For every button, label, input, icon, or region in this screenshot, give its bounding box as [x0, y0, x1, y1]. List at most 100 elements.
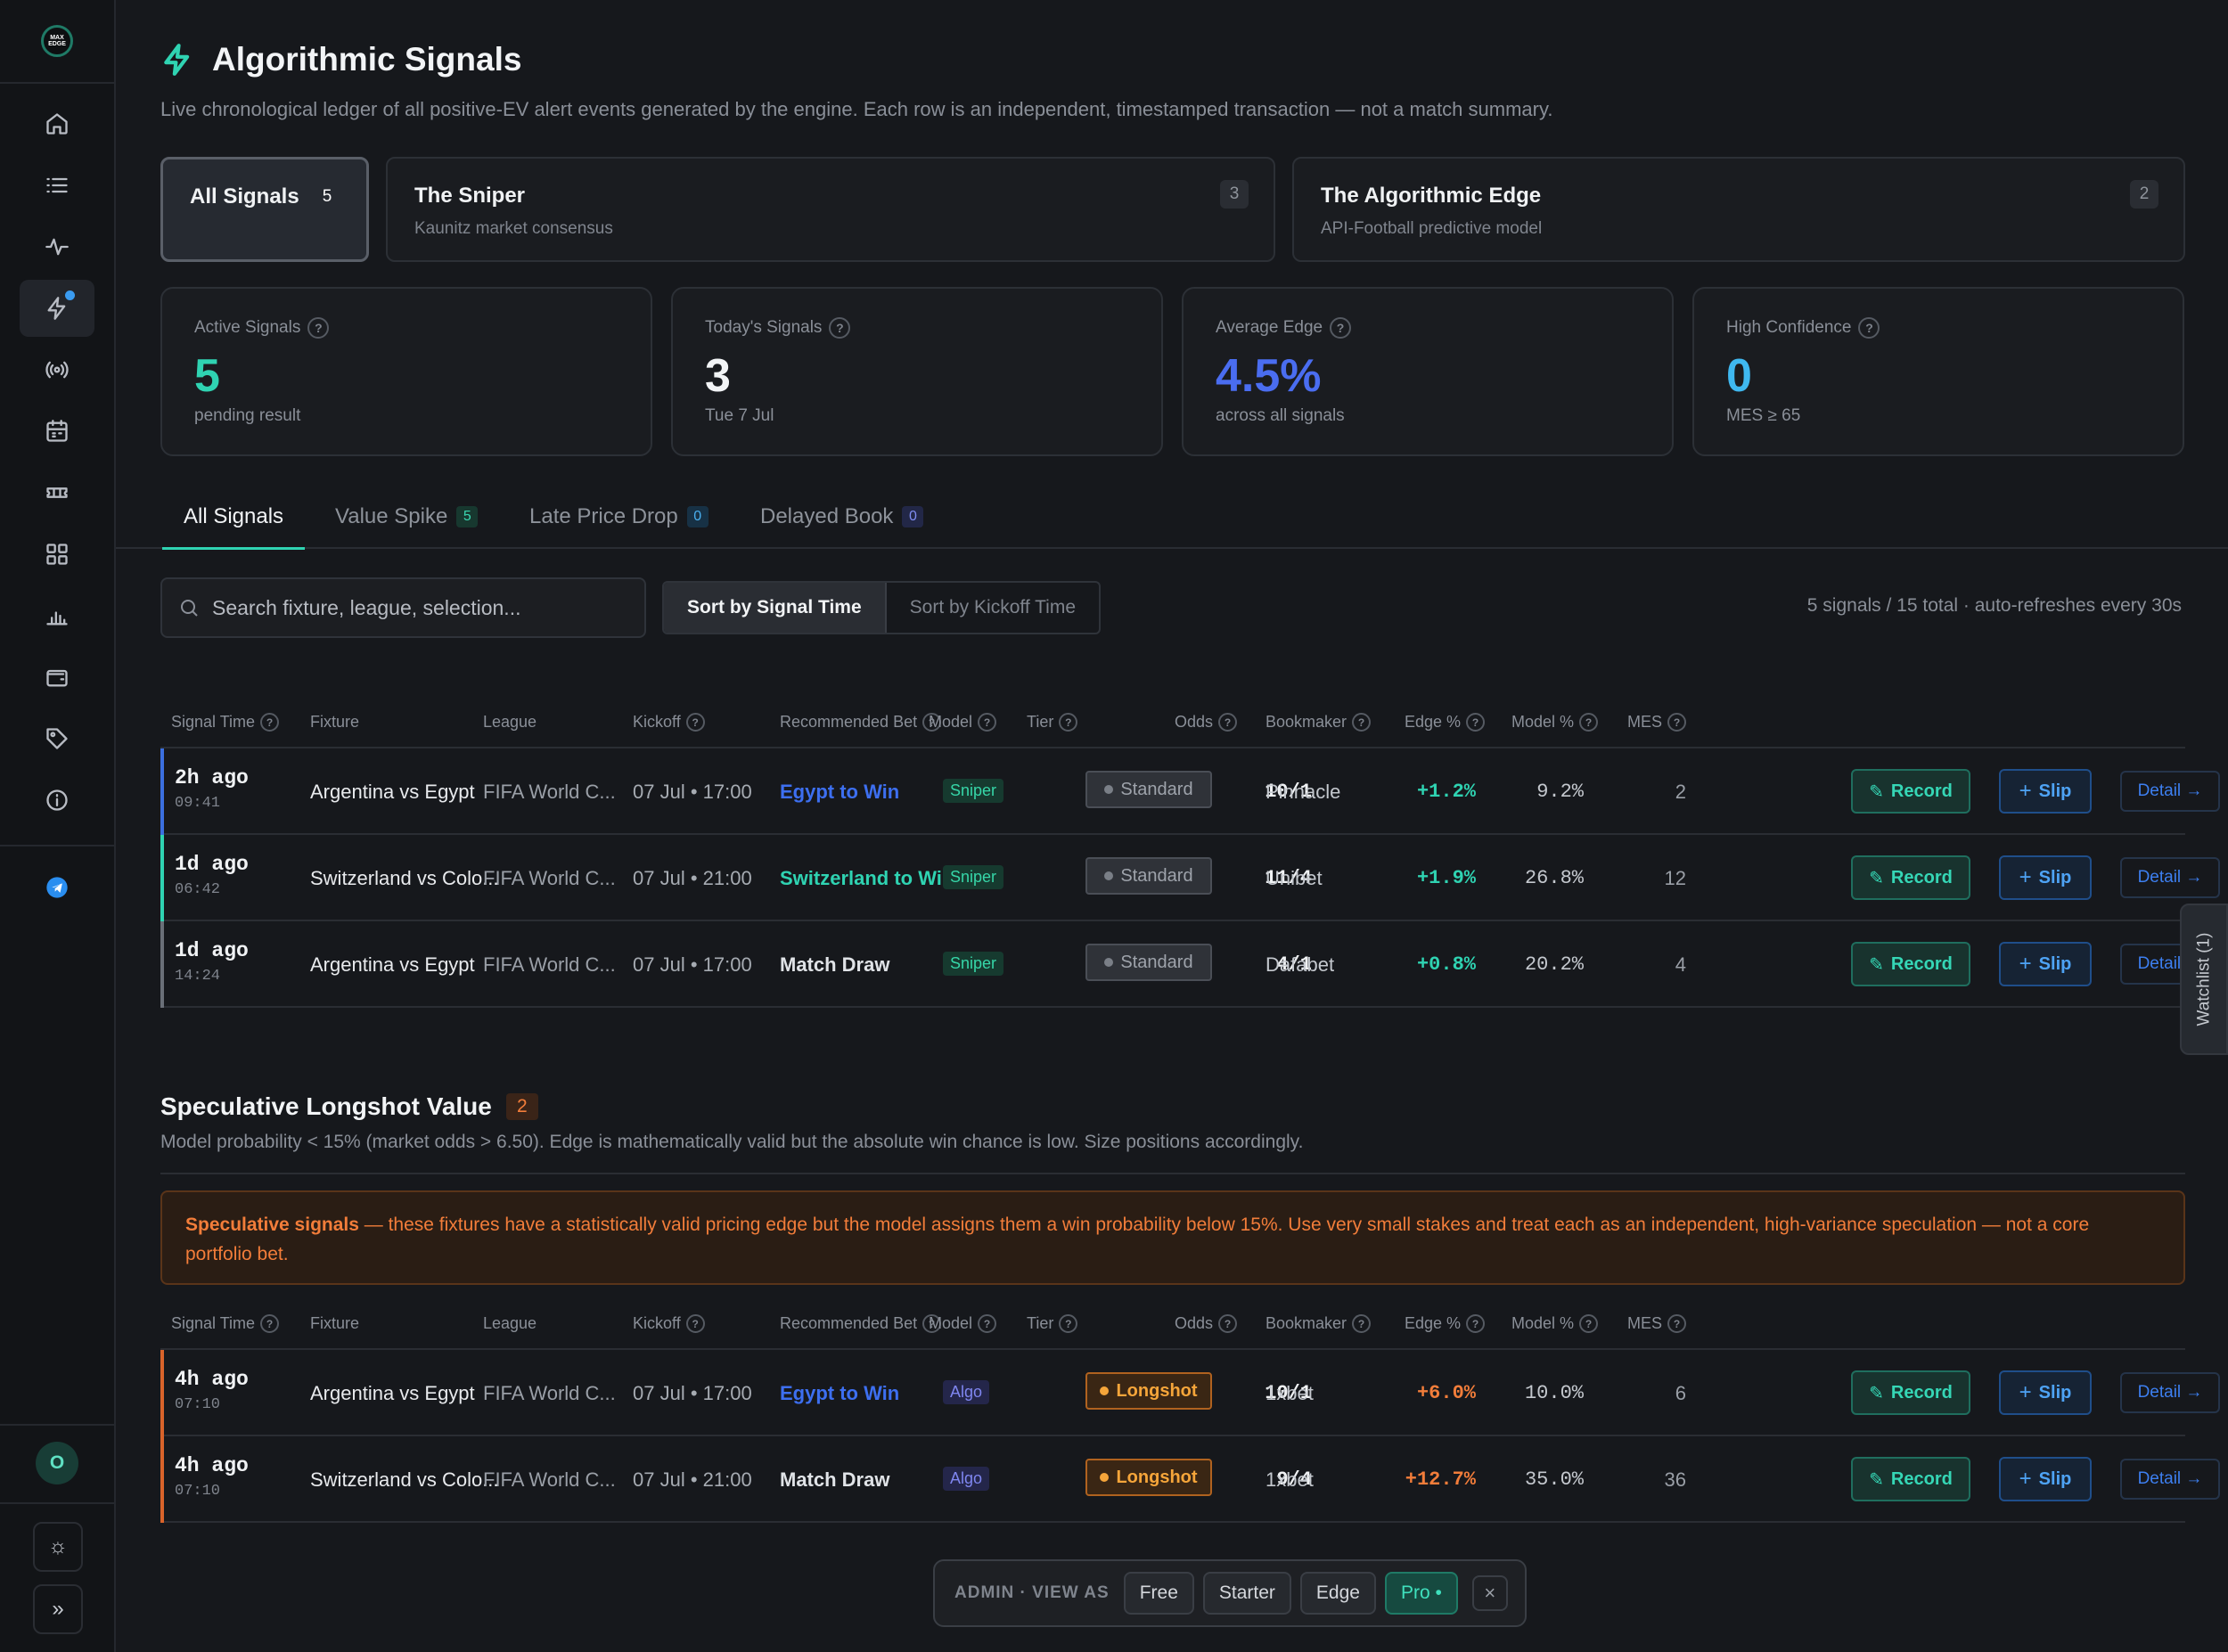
nav-tickets[interactable] — [20, 464, 94, 521]
record-button[interactable]: ✎ Record — [1851, 855, 1970, 900]
help-icon[interactable]: ? — [1352, 1314, 1372, 1333]
fixture: Switzerland vs Colo... — [310, 867, 499, 889]
record-button[interactable]: ✎ Record — [1851, 1370, 1970, 1415]
help-icon[interactable]: ? — [260, 713, 280, 732]
record-button[interactable]: ✎ Record — [1851, 769, 1970, 814]
column-label: Tier — [1027, 1314, 1054, 1332]
help-icon[interactable]: ? — [1466, 1314, 1486, 1333]
column-label: Edge % — [1405, 1314, 1462, 1332]
pencil-icon: ✎ — [1869, 868, 1884, 888]
detail-button[interactable]: Detail → — [2120, 1459, 2220, 1500]
recommended-bet[interactable]: Match Draw — [780, 953, 890, 976]
help-icon[interactable]: ? — [1667, 713, 1687, 732]
detail-button[interactable]: Detail → — [2120, 857, 2220, 898]
recommended-bet[interactable]: Match Draw — [780, 1468, 890, 1491]
tab-all-signals[interactable]: All Signals — [162, 504, 306, 550]
column-header: MES? — [1627, 713, 1687, 732]
help-icon[interactable]: ? — [307, 317, 330, 339]
record-button[interactable]: ✎ Record — [1851, 942, 1970, 986]
sort-by-signal-time-button[interactable]: Sort by Signal Time — [664, 583, 887, 633]
avatar[interactable]: O — [36, 1442, 78, 1484]
model-card-algo-edge[interactable]: The Algorithmic Edge API-Football predic… — [1292, 157, 2185, 262]
search-input[interactable] — [212, 595, 622, 620]
help-icon[interactable]: ? — [1579, 1314, 1599, 1333]
nav-home[interactable] — [20, 95, 94, 152]
add-to-slip-button[interactable]: + Slip — [1999, 1370, 2092, 1415]
help-icon[interactable]: ? — [1579, 713, 1599, 732]
column-header: Odds? — [1175, 713, 1238, 732]
help-icon[interactable]: ? — [1352, 713, 1372, 732]
add-to-slip-button[interactable]: + Slip — [1999, 855, 2092, 900]
model-percent: 9.2% — [1536, 781, 1584, 803]
watchlist-tab[interactable]: Watchlist (1) — [2180, 904, 2228, 1055]
tier-label: Standard — [1120, 865, 1193, 886]
add-to-slip-button[interactable]: + Slip — [1999, 1457, 2092, 1501]
sort-by-kickoff-time-button[interactable]: Sort by Kickoff Time — [909, 597, 1077, 617]
tier-badge: Longshot — [1085, 1372, 1212, 1410]
help-icon[interactable]: ? — [978, 713, 997, 732]
nav-telegram[interactable] — [20, 859, 94, 916]
tab-underline — [162, 547, 306, 550]
nav-activity[interactable] — [20, 218, 94, 275]
nav-info[interactable] — [20, 772, 94, 829]
stat-desc: MES ≥ 65 — [1726, 406, 1801, 425]
column-label: Fixture — [310, 1314, 360, 1332]
help-icon[interactable]: ? — [1667, 1314, 1687, 1333]
help-icon[interactable]: ? — [1466, 713, 1486, 732]
view-as-pro-button[interactable]: Pro • — [1384, 1572, 1458, 1615]
league: FIFA World C... — [483, 1382, 616, 1404]
watchlist-label: Watchlist (1) — [2194, 932, 2213, 1026]
help-icon[interactable]: ? — [1218, 713, 1238, 732]
recommended-bet[interactable]: Switzerland to Win — [780, 867, 954, 889]
table-header: Signal Time? Fixture League Kickoff? Recomme… — [160, 695, 2185, 748]
tab-late-price-drop[interactable]: Late Price Drop 0 — [529, 504, 709, 529]
nav-calendar[interactable] — [20, 403, 94, 460]
recommended-bet[interactable]: Egypt to Win — [780, 1382, 900, 1404]
record-button[interactable]: ✎ Record — [1851, 1457, 1970, 1501]
nav-grid[interactable] — [20, 526, 94, 583]
app-logo[interactable]: MAX EDGE — [41, 25, 73, 57]
close-admin-bar-button[interactable]: × — [1471, 1575, 1508, 1611]
help-icon[interactable]: ? — [829, 317, 851, 339]
expand-sidebar-button[interactable]: » — [33, 1584, 83, 1634]
nav-tags[interactable] — [20, 710, 94, 767]
model-badge: Sniper — [943, 952, 1004, 976]
signal-timestamp: 09:41 — [175, 795, 221, 812]
nav-wallet[interactable] — [20, 649, 94, 706]
tab-value-spike[interactable]: Value Spike 5 — [335, 504, 479, 529]
help-icon[interactable]: ? — [922, 1314, 942, 1333]
theme-toggle-button[interactable]: ☼ — [33, 1522, 83, 1572]
detail-button[interactable]: Detail → — [2120, 1372, 2220, 1413]
column-header: Tier? — [1027, 1314, 1078, 1333]
view-as-free-button[interactable]: Free — [1123, 1572, 1194, 1615]
model-card-sniper[interactable]: The Sniper Kaunitz market consensus 3 — [386, 157, 1275, 262]
nav-live[interactable] — [20, 341, 94, 398]
add-to-slip-button[interactable]: + Slip — [1999, 942, 2092, 986]
help-icon[interactable]: ? — [1059, 713, 1078, 732]
nav-signals[interactable] — [20, 280, 94, 337]
column-label: Bookmaker — [1266, 1314, 1347, 1332]
tier-label: Longshot — [1116, 1467, 1198, 1487]
model-card-count: 3 — [1220, 180, 1249, 209]
add-to-slip-button[interactable]: + Slip — [1999, 769, 2092, 814]
recommended-bet[interactable]: Egypt to Win — [780, 781, 900, 803]
detail-button[interactable]: Detail → — [2120, 771, 2220, 812]
help-icon[interactable]: ? — [260, 1314, 280, 1333]
help-icon[interactable]: ? — [1330, 317, 1352, 339]
model-badge: Algo — [943, 1380, 990, 1404]
help-icon[interactable]: ? — [978, 1314, 997, 1333]
help-icon[interactable]: ? — [685, 1314, 705, 1333]
zap-icon — [47, 297, 66, 320]
nav-stats[interactable] — [20, 587, 94, 644]
help-icon[interactable]: ? — [1858, 317, 1880, 339]
nav-list[interactable] — [20, 157, 94, 214]
view-as-edge-button[interactable]: Edge — [1299, 1572, 1376, 1615]
help-icon[interactable]: ? — [1059, 1314, 1078, 1333]
help-icon[interactable]: ? — [922, 713, 942, 732]
help-icon[interactable]: ? — [1218, 1314, 1238, 1333]
tab-delayed-book[interactable]: Delayed Book 0 — [760, 504, 924, 529]
help-icon[interactable]: ? — [685, 713, 705, 732]
fixture: Switzerland vs Colo... — [310, 1468, 499, 1491]
view-as-starter-button[interactable]: Starter — [1202, 1572, 1291, 1615]
model-card-all[interactable]: All Signals 5 — [160, 157, 369, 262]
